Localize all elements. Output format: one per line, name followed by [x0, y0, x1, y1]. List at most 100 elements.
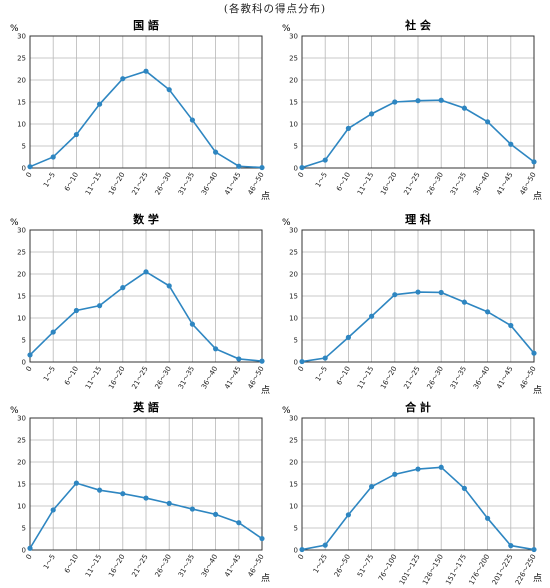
x-tick-label: 101～125: [398, 553, 422, 586]
data-point: [143, 269, 149, 275]
y-axis-unit: %: [282, 218, 291, 228]
y-tick-label: 0: [294, 359, 298, 367]
data-point: [50, 507, 56, 513]
y-tick-label: 15: [17, 293, 26, 301]
y-tick-label: 5: [22, 337, 26, 345]
data-point: [73, 307, 79, 314]
y-tick-label: 10: [17, 315, 26, 323]
x-tick-label: 201～225: [491, 553, 515, 586]
x-tick-label: 0: [25, 553, 34, 561]
data-point: [73, 480, 79, 486]
data-point: [189, 506, 195, 512]
data-point: [461, 299, 467, 305]
data-point: [345, 334, 351, 340]
data-point: [369, 111, 375, 117]
x-axis-unit: 点: [533, 573, 542, 584]
data-point: [299, 358, 305, 365]
data-point: [259, 535, 265, 542]
x-tick-label: 6～10: [335, 365, 352, 387]
data-point: [438, 97, 444, 103]
x-tick-label: 6～10: [335, 171, 352, 193]
y-tick-label: 5: [22, 525, 26, 533]
y-tick-label: 30: [17, 33, 26, 41]
data-point: [166, 500, 172, 506]
data-point: [322, 157, 328, 163]
y-axis-unit: %: [10, 406, 19, 416]
y-tick-label: 10: [17, 121, 26, 129]
x-tick-label: 1～5: [42, 365, 57, 383]
y-tick-label: 10: [289, 121, 298, 129]
data-point: [322, 355, 328, 361]
data-point: [50, 154, 56, 160]
data-point: [415, 289, 421, 295]
x-tick-label: 0: [297, 553, 306, 561]
data-point: [485, 515, 491, 521]
data-point: [213, 149, 219, 155]
page-title: (各教科の得点分布): [223, 3, 327, 15]
x-tick-label: 21～25: [130, 365, 149, 391]
data-point: [531, 546, 537, 553]
x-tick-label: 1～25: [312, 553, 329, 575]
y-tick-label: 15: [289, 99, 298, 107]
data-point: [166, 87, 172, 93]
x-tick-label: 0: [25, 171, 34, 179]
data-point: [143, 495, 149, 501]
data-point: [322, 542, 328, 548]
y-tick-label: 20: [17, 459, 26, 467]
line-chart-1: 社 会% 点 0 5 10 15 20 25 30 0 1～5 6～10 11～15 16～20 21～25…: [282, 18, 542, 202]
y-tick-label: 25: [17, 437, 26, 445]
data-point: [508, 543, 514, 549]
x-tick-label: 26～30: [154, 171, 173, 197]
x-tick-label: 1～5: [42, 553, 57, 571]
data-point: [213, 346, 219, 352]
x-tick-label: 36～40: [472, 171, 491, 197]
y-tick-label: 30: [289, 415, 298, 423]
data-point: [189, 117, 195, 123]
plot-frame: [29, 35, 263, 169]
x-tick-label: 1～5: [314, 365, 329, 383]
y-tick-label: 20: [289, 459, 298, 467]
y-tick-label: 5: [294, 143, 298, 151]
data-point: [236, 356, 242, 362]
data-point: [369, 313, 375, 319]
y-axis-unit: %: [282, 406, 291, 416]
data-point: [120, 76, 126, 82]
y-tick-label: 20: [289, 77, 298, 85]
y-tick-label: 15: [17, 99, 26, 107]
y-tick-label: 30: [17, 415, 26, 423]
data-point: [259, 358, 265, 364]
y-axis-unit: %: [10, 218, 19, 228]
data-point: [259, 164, 265, 171]
y-axis-unit: %: [282, 24, 291, 34]
chart-title: 理 科: [405, 212, 431, 226]
x-tick-label: 21～25: [130, 553, 149, 579]
y-tick-label: 0: [294, 165, 298, 173]
x-tick-label: 31～35: [449, 171, 468, 197]
line-chart-5: 合 計% 点 0 5 10 15 20 25 30 0 1～25 26～50 51～75 76～100 10…: [282, 400, 542, 586]
x-tick-label: 1～5: [42, 171, 57, 189]
data-point: [392, 99, 398, 105]
x-tick-label: 6～10: [63, 553, 80, 575]
x-tick-label: 0: [297, 171, 306, 179]
data-point: [97, 303, 103, 309]
chart-title: 英 語: [132, 400, 159, 414]
x-tick-label: 31～35: [177, 365, 196, 391]
y-tick-label: 10: [289, 503, 298, 511]
data-point: [345, 512, 351, 518]
y-tick-label: 25: [17, 55, 26, 63]
y-tick-label: 5: [294, 337, 298, 345]
data-point: [120, 285, 126, 291]
y-tick-label: 0: [22, 547, 26, 555]
x-tick-label: 26～50: [333, 553, 352, 579]
x-tick-label: 6～10: [63, 171, 80, 193]
plot-frame: [29, 229, 263, 363]
x-tick-label: 16～20: [107, 171, 126, 197]
y-tick-label: 20: [17, 271, 26, 279]
x-tick-label: 0: [297, 365, 306, 373]
x-tick-label: 26～30: [154, 553, 173, 579]
line-chart-3: 理 科% 点 0 5 10 15 20 25 30 0 1～5 6～10 11～15 16～20 21～25…: [282, 212, 542, 396]
y-tick-label: 20: [17, 77, 26, 85]
x-tick-label: 11～15: [84, 171, 103, 197]
x-tick-label: 36～40: [200, 553, 219, 579]
y-tick-label: 25: [289, 437, 298, 445]
